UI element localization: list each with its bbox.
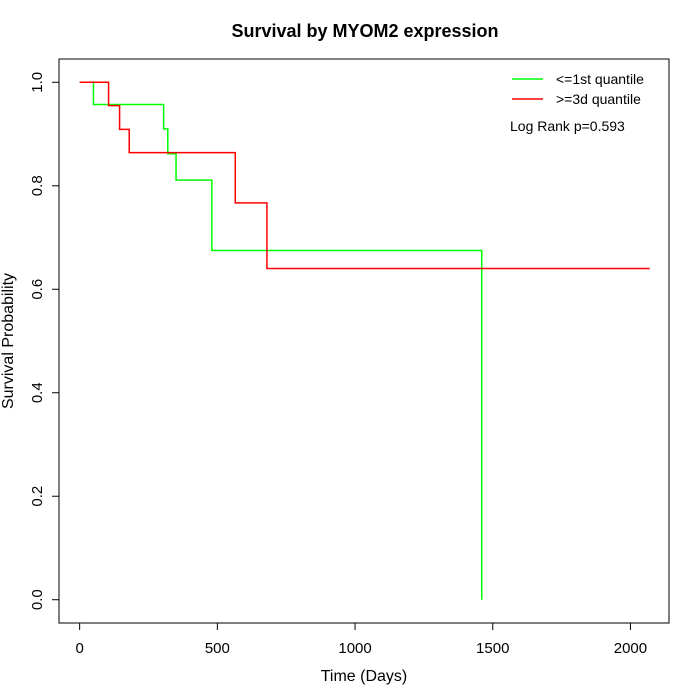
log-rank-annotation: Log Rank p=0.593 (510, 118, 625, 134)
legend: <=1st quantile >=3d quantile (512, 71, 644, 107)
x-tick-label: 500 (205, 640, 230, 657)
y-tick-label: 0.2 (29, 486, 46, 507)
y-tick-label: 0.4 (29, 382, 46, 403)
plot-frame (58, 58, 670, 624)
y-tick-label: 0.8 (29, 175, 46, 196)
y-axis: 0.0 0.2 0.4 0.6 0.8 1.0 (29, 72, 60, 610)
y-axis-label: Survival Probability (0, 273, 17, 409)
y-tick-label: 0.0 (29, 589, 46, 610)
series-line-1 (79, 81, 483, 600)
legend-label-1: <=1st quantile (556, 71, 644, 87)
series-layer (79, 81, 650, 600)
x-tick-label: 2000 (614, 640, 647, 657)
x-tick-label: 0 (75, 640, 83, 657)
x-axis-label: Time (Days) (321, 668, 408, 685)
x-tick-label: 1500 (476, 640, 509, 657)
y-tick-label: 1.0 (29, 72, 46, 93)
y-tick-label: 0.6 (29, 279, 46, 300)
series-line-2 (79, 81, 650, 270)
chart-title: Survival by MYOM2 expression (231, 21, 498, 41)
x-tick-label: 1000 (338, 640, 371, 657)
x-axis: 0 500 1000 1500 2000 (75, 622, 647, 657)
legend-label-2: >=3d quantile (556, 91, 641, 107)
